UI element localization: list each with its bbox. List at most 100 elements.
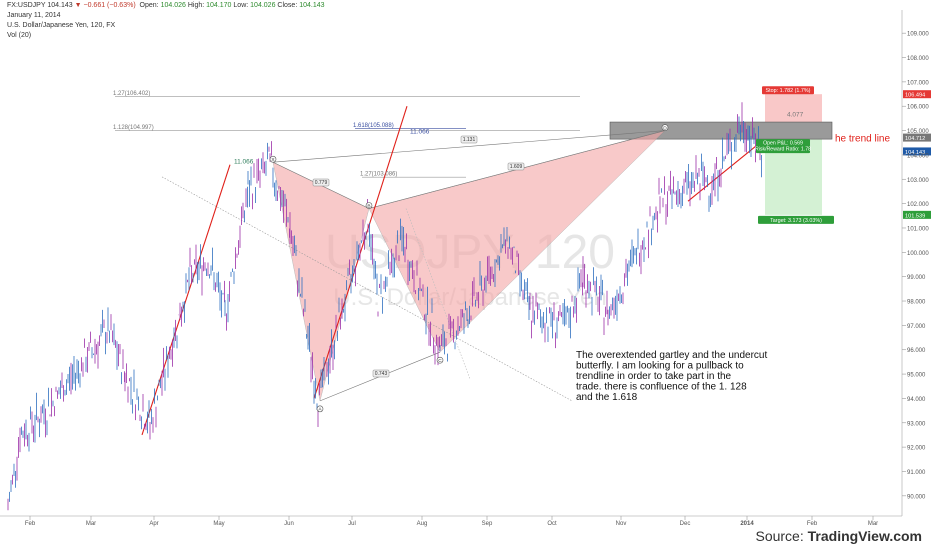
price-label-box — [903, 210, 931, 219]
pnl-box — [756, 139, 810, 154]
x-tick-label: Oct — [547, 521, 557, 527]
low-value: 104.026 — [250, 2, 276, 9]
ratio-label: 0.743 — [375, 371, 388, 377]
y-tick-label: 104.000 — [907, 153, 929, 159]
y-tick-label: 92.000 — [907, 446, 926, 452]
pattern-xab[interactable] — [272, 161, 370, 401]
x-tick-label: Sep — [482, 521, 493, 527]
y-tick-label: 97.000 — [907, 324, 926, 330]
y-tick-label: 106.000 — [907, 105, 929, 111]
y-tick-label: 102.000 — [907, 202, 929, 208]
annotation-label: 4.077 — [787, 112, 804, 119]
annotation-label: 11.066 — [410, 129, 430, 136]
x-tick-label: Mar — [868, 521, 878, 527]
source-brand[interactable]: TradingView.com — [807, 528, 922, 544]
open-value: 104.026 — [160, 2, 186, 9]
dotted-trend-line[interactable] — [405, 208, 471, 380]
x-tick-label: Mar — [86, 521, 96, 527]
stop-label: Stop: 1.782 (1.7%) — [766, 88, 811, 94]
note-line: and the 1.618 — [576, 392, 638, 403]
pattern-point-marker — [269, 155, 277, 163]
note-line: trade. there is confluence of the 1. 128 — [576, 382, 747, 393]
y-tick-label: 96.000 — [907, 348, 926, 354]
low-label: Low: — [233, 2, 249, 9]
price-label-box — [903, 133, 931, 142]
ratio-box — [460, 135, 478, 144]
x-tick-label: Dec — [680, 521, 691, 527]
pattern-point-marker — [661, 124, 669, 131]
note-line: The overextended gartley and the undercu… — [576, 350, 767, 361]
high-label: High: — [187, 2, 205, 9]
y-tick-label: 101.000 — [907, 226, 929, 232]
x-tick-label: Feb — [25, 521, 36, 527]
x-tick-label: Apr — [149, 521, 158, 527]
target-label: Target: 3.173 (3.03%) — [770, 218, 822, 224]
volume-indicator[interactable]: Vol (20) — [7, 32, 32, 39]
x-tick-label: Jun — [284, 521, 294, 527]
pattern-point-marker — [316, 405, 324, 413]
note-line: trendline in order to take part in the — [576, 371, 732, 382]
down-arrow-icon: ▼ — [74, 2, 82, 9]
note-text: The overextended gartley and the undercu… — [576, 350, 767, 403]
y-tick-label: 93.000 — [907, 421, 926, 427]
trend-line[interactable] — [687, 144, 758, 202]
price-label-box — [903, 90, 931, 99]
y-tick-label: 99.000 — [907, 275, 926, 281]
pattern-point-label: B — [367, 203, 370, 209]
x-tick-label: Aug — [417, 521, 428, 527]
last-price: 104.143 — [47, 2, 73, 9]
price-label: 101.539 — [905, 213, 925, 219]
y-tick-label: 98.000 — [907, 300, 926, 306]
x-tick-label: 2014 — [740, 521, 754, 527]
price-label: 104.712 — [905, 136, 925, 142]
y-tick-label: 109.000 — [907, 32, 929, 38]
pattern-point-marker — [436, 356, 444, 364]
pattern-point-label: A — [318, 407, 322, 413]
fib-level-label: 1.618(105.088) — [353, 123, 394, 129]
fib-level-label: 1.27(103.086) — [360, 172, 397, 178]
trend-line[interactable] — [313, 106, 408, 399]
symbol: FX:USDJPY — [7, 2, 46, 9]
close-label: Close: — [277, 2, 298, 9]
rr-label: Risk/Reward Ratio: 1.78 — [755, 147, 811, 153]
price-label-box — [903, 147, 931, 156]
price-label: 106.494 — [905, 93, 925, 99]
fib-level-label: 1.27(106.402) — [113, 91, 150, 97]
price-label: 104.143 — [905, 150, 925, 156]
ratio-label: 1.131 — [463, 137, 476, 143]
pattern-xd[interactable] — [272, 130, 666, 163]
ratio-box — [372, 369, 390, 378]
y-tick-label: 108.000 — [907, 56, 929, 62]
note-line: butterfly. I am looking for a pullback t… — [576, 361, 744, 372]
y-tick-label: 107.000 — [907, 80, 929, 86]
ratio-label: 0.779 — [315, 180, 328, 186]
y-tick-label: 95.000 — [907, 373, 926, 379]
open-label: Open: — [139, 2, 159, 9]
target-label-box — [758, 215, 834, 224]
change: −0.661 (−0.63%) — [83, 2, 136, 9]
y-tick-label: 105.000 — [907, 129, 929, 135]
source-credit: Source: TradingView.com — [755, 528, 922, 544]
ratio-box — [507, 162, 525, 171]
annotation-label: 11.066 — [234, 158, 254, 165]
y-tick-label: 90.000 — [907, 494, 926, 500]
x-tick-label: Nov — [616, 521, 627, 527]
pattern-point-marker — [365, 202, 373, 209]
source-label: Source: — [755, 528, 804, 544]
fib-level-label: 1.128(104.997) — [113, 125, 154, 131]
y-tick-label: 103.000 — [907, 178, 929, 184]
chart-title: U.S. Dollar/Japanese Yen, 120, FX — [7, 22, 116, 29]
x-tick-label: Jul — [348, 521, 356, 527]
trend-line[interactable] — [141, 164, 231, 436]
pattern-point-label: C — [438, 358, 442, 364]
y-tick-label: 91.000 — [907, 470, 926, 476]
pnl-label: Open P&L: 0.569 — [763, 141, 803, 147]
x-tick-label: May — [213, 521, 224, 527]
y-tick-label: 94.000 — [907, 397, 926, 403]
x-tick-label: Feb — [807, 521, 818, 527]
close-value: 104.143 — [299, 2, 325, 9]
pattern-point-label: X — [271, 157, 275, 163]
stop-label-box — [762, 86, 814, 95]
pattern-point-label: D — [663, 125, 667, 131]
